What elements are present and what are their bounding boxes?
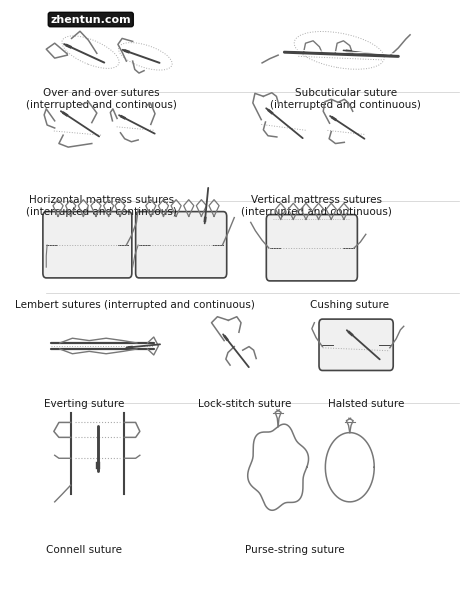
FancyBboxPatch shape bbox=[319, 319, 393, 370]
Text: zhentun.com: zhentun.com bbox=[51, 14, 131, 25]
Text: Everting suture: Everting suture bbox=[44, 398, 125, 409]
Text: Purse-string suture: Purse-string suture bbox=[245, 545, 345, 555]
Text: Lembert sutures (interrupted and continuous): Lembert sutures (interrupted and continu… bbox=[15, 300, 255, 310]
FancyBboxPatch shape bbox=[136, 212, 227, 278]
FancyBboxPatch shape bbox=[43, 212, 132, 278]
Text: Connell suture: Connell suture bbox=[46, 545, 122, 555]
Text: Horizontal mattress sutures
(interrupted and continuous): Horizontal mattress sutures (interrupted… bbox=[26, 196, 177, 217]
Text: Lock-stitch suture: Lock-stitch suture bbox=[198, 398, 291, 409]
Text: Halsted suture: Halsted suture bbox=[328, 398, 405, 409]
Text: Over and over sutures
(interrupted and continuous): Over and over sutures (interrupted and c… bbox=[26, 88, 177, 110]
Text: Vertical mattress sutures
(interrupted and continuous): Vertical mattress sutures (interrupted a… bbox=[240, 196, 392, 217]
FancyBboxPatch shape bbox=[266, 215, 358, 281]
Text: Cushing suture: Cushing suture bbox=[310, 300, 389, 310]
Text: Subcuticular suture
(interrupted and continuous): Subcuticular suture (interrupted and con… bbox=[270, 88, 421, 110]
